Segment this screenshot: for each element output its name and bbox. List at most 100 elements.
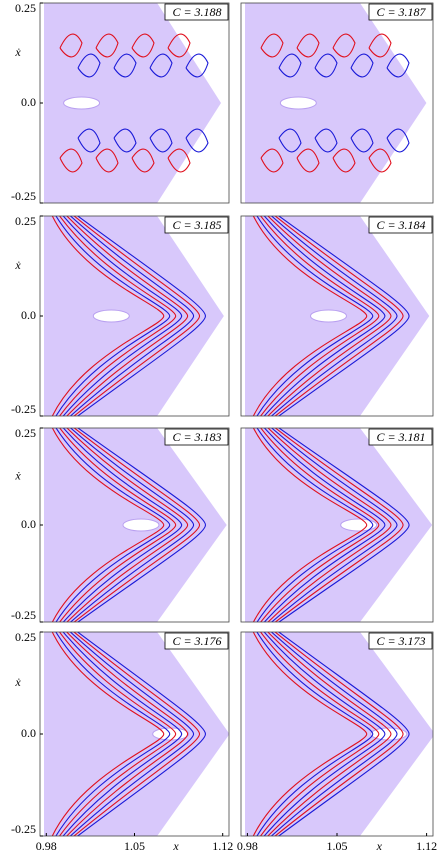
manifold	[263, 216, 386, 416]
plot-area	[245, 632, 433, 836]
title-box	[368, 3, 433, 21]
manifold	[95, 148, 119, 173]
island	[340, 518, 378, 532]
y-axis-label: ẋ	[14, 468, 21, 482]
panel: C = 3.181	[240, 427, 434, 623]
panel-title: C = 3.185	[172, 218, 221, 232]
manifold	[77, 128, 101, 153]
manifold	[277, 216, 410, 416]
x-tick-label: 0.98	[36, 839, 57, 853]
title-box	[164, 632, 229, 650]
manifold	[260, 632, 380, 836]
frame	[240, 2, 434, 204]
manifold	[55, 632, 171, 836]
manifold	[66, 428, 189, 622]
manifold	[274, 428, 404, 622]
manifold	[77, 53, 101, 78]
manifold	[76, 632, 207, 836]
manifold	[59, 216, 177, 416]
y-tick-label: 0.25	[15, 1, 36, 15]
manifold	[77, 428, 207, 622]
manifold	[66, 632, 189, 836]
manifold	[59, 632, 177, 836]
plot-area	[245, 216, 430, 416]
manifold	[59, 33, 83, 58]
manifold	[73, 428, 201, 622]
y-tick-label: 0.0	[21, 517, 36, 531]
manifold	[296, 148, 320, 173]
x-tick-label: 1.12	[212, 839, 233, 853]
manifold	[131, 148, 155, 173]
manifold	[260, 148, 284, 173]
manifold	[55, 428, 171, 622]
manifold	[51, 632, 165, 836]
plot-area	[44, 632, 229, 836]
manifold	[149, 128, 173, 153]
island	[370, 727, 408, 741]
panel-title: C = 3.184	[376, 218, 425, 232]
island	[92, 309, 130, 323]
manifold	[62, 216, 183, 416]
frame	[240, 427, 434, 623]
manifold	[252, 216, 368, 416]
manifold	[350, 128, 374, 153]
chaotic-sea	[245, 428, 433, 622]
manifold	[62, 428, 183, 622]
frame	[240, 215, 434, 417]
title-box	[164, 216, 229, 234]
manifold	[95, 33, 119, 58]
manifold	[167, 33, 191, 58]
title-box	[368, 428, 433, 446]
plot-area	[44, 3, 221, 203]
manifold	[253, 428, 368, 622]
manifold	[263, 428, 386, 622]
manifold	[350, 53, 374, 78]
panel-title: C = 3.188	[172, 5, 221, 19]
island	[279, 96, 317, 110]
manifold	[256, 428, 374, 622]
manifold	[260, 216, 380, 416]
manifold	[113, 53, 137, 78]
chaotic-sea	[245, 3, 427, 203]
manifold	[267, 216, 392, 416]
chaotic-sea	[44, 216, 224, 416]
panel: C = 3.176 0.25 0.0 -0.25 ẋ 0.98 1.05 1.12 x	[11, 630, 233, 853]
title-box	[164, 428, 229, 446]
y-tick-label: 0.0	[21, 726, 36, 740]
manifold	[332, 148, 356, 173]
plot-area	[44, 428, 227, 622]
chaotic-sea	[44, 632, 229, 836]
manifold	[263, 632, 386, 836]
manifold	[167, 148, 191, 173]
island	[122, 518, 160, 532]
panel-title: C = 3.176	[172, 634, 221, 648]
manifold	[52, 428, 165, 622]
manifold	[59, 148, 83, 173]
x-axis-label: x	[172, 839, 179, 853]
manifold	[270, 216, 398, 416]
y-tick-label: 0.25	[15, 214, 36, 228]
manifold	[332, 33, 356, 58]
y-axis-label: ẋ	[14, 45, 21, 59]
manifold	[267, 428, 392, 622]
y-axis-label: ẋ	[14, 675, 21, 689]
y-tick-label: 0.0	[21, 308, 36, 322]
manifold	[260, 33, 284, 58]
island	[63, 96, 101, 110]
manifold	[274, 216, 404, 416]
manifold	[62, 632, 183, 836]
y-tick-label: -0.25	[11, 822, 36, 836]
plot-area	[245, 428, 433, 622]
x-tick-label: 1.12	[416, 839, 437, 853]
y-tick-label: -0.25	[11, 189, 36, 203]
manifold	[314, 128, 338, 153]
manifold	[270, 428, 398, 622]
y-tick-label: 0.0	[21, 95, 36, 109]
manifold	[149, 53, 173, 78]
manifold	[278, 128, 302, 153]
y-axis-label: ẋ	[14, 258, 21, 272]
panel: C = 3.187	[240, 2, 434, 204]
panel: C = 3.184	[240, 215, 434, 417]
manifold	[386, 128, 410, 153]
manifold	[131, 33, 155, 58]
